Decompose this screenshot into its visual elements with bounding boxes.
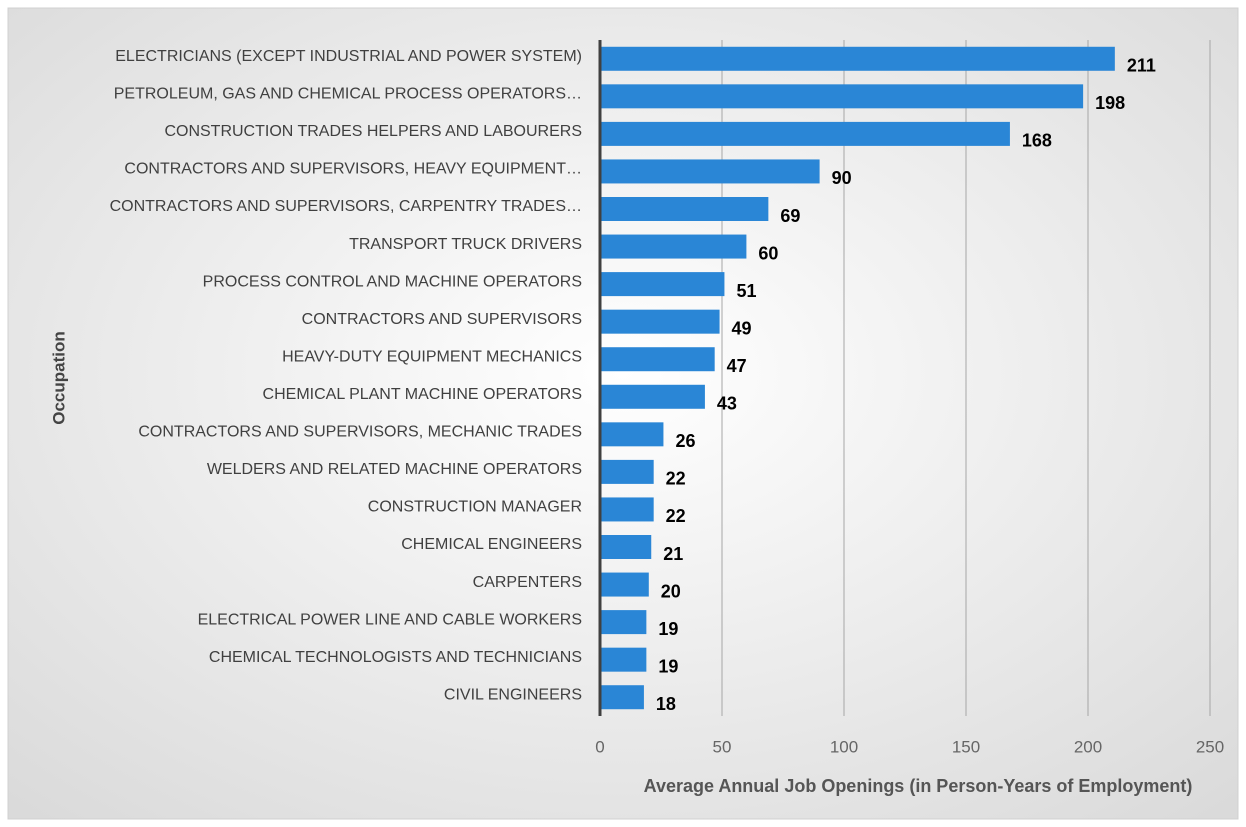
y-tick-label: CHEMICAL TECHNOLOGISTS AND TECHNICIANS [209, 649, 582, 666]
data-label: 51 [736, 281, 756, 301]
y-tick-label: PETROLEUM, GAS AND CHEMICAL PROCESS OPER… [114, 86, 582, 103]
y-tick-label: CONTRACTORS AND SUPERVISORS, MECHANIC TR… [138, 424, 582, 441]
data-label: 211 [1127, 56, 1156, 76]
bar [600, 309, 720, 334]
data-label: 26 [675, 431, 695, 451]
data-label: 18 [656, 694, 676, 714]
y-tick-label: CHEMICAL PLANT MACHINE OPERATORS [263, 386, 582, 403]
data-label: 21 [663, 544, 683, 564]
y-tick-label: CARPENTERS [473, 574, 582, 591]
data-label: 90 [832, 168, 852, 188]
x-tick-label: 0 [595, 737, 604, 756]
data-label: 20 [661, 581, 681, 601]
data-label: 47 [727, 356, 747, 376]
data-label: 168 [1022, 131, 1052, 151]
y-tick-label: WELDERS AND RELATED MACHINE OPERATORS [207, 461, 582, 478]
bar [600, 647, 647, 672]
y-tick-label: CHEMICAL ENGINEERS [401, 536, 582, 553]
bar [600, 121, 1010, 146]
bar [600, 347, 715, 372]
bar [600, 84, 1084, 109]
bar [600, 610, 647, 635]
bar [600, 46, 1115, 71]
bar [600, 497, 654, 522]
y-tick-label: CIVIL ENGINEERS [444, 686, 582, 703]
data-label: 49 [732, 318, 752, 338]
x-tick-label: 50 [713, 737, 732, 756]
data-label: 69 [780, 206, 800, 226]
x-tick-label: 200 [1074, 737, 1102, 756]
bar [600, 272, 725, 297]
x-tick-label: 150 [952, 737, 980, 756]
bar [600, 685, 644, 710]
x-axis-label: Average Annual Job Openings (in Person-Y… [644, 776, 1193, 796]
bar [600, 159, 820, 184]
y-tick-label: CONTRACTORS AND SUPERVISORS, HEAVY EQUIP… [124, 161, 582, 178]
y-tick-label: TRANSPORT TRUCK DRIVERS [349, 236, 582, 253]
y-tick-label: CONTRACTORS AND SUPERVISORS [302, 311, 582, 328]
data-label: 22 [666, 506, 686, 526]
data-label: 60 [758, 243, 778, 263]
data-label: 19 [658, 619, 678, 639]
y-tick-label: ELECTRICIANS (EXCEPT INDUSTRIAL AND POWE… [115, 48, 582, 65]
data-label: 22 [666, 469, 686, 489]
y-tick-label: PROCESS CONTROL AND MACHINE OPERATORS [203, 273, 582, 290]
y-tick-label: ELECTRICAL POWER LINE AND CABLE WORKERS [198, 611, 582, 628]
bar [600, 572, 649, 597]
y-tick-label: CONSTRUCTION MANAGER [368, 499, 582, 516]
bar [600, 384, 705, 409]
y-tick-label: CONTRACTORS AND SUPERVISORS, CARPENTRY T… [110, 198, 582, 215]
x-tick-label: 100 [830, 737, 858, 756]
data-label: 19 [658, 656, 678, 676]
x-tick-label: 250 [1196, 737, 1224, 756]
bar [600, 197, 769, 221]
y-tick-label: HEAVY-DUTY EQUIPMENT MECHANICS [282, 348, 582, 365]
data-label: 43 [717, 394, 737, 414]
bar [600, 459, 654, 484]
bar [600, 535, 652, 559]
bar [600, 422, 664, 447]
y-tick-label: CONSTRUCTION TRADES HELPERS AND LABOURER… [164, 123, 582, 140]
data-label: 198 [1095, 93, 1125, 113]
y-axis-label: Occupation [49, 331, 68, 425]
bar [600, 234, 747, 259]
